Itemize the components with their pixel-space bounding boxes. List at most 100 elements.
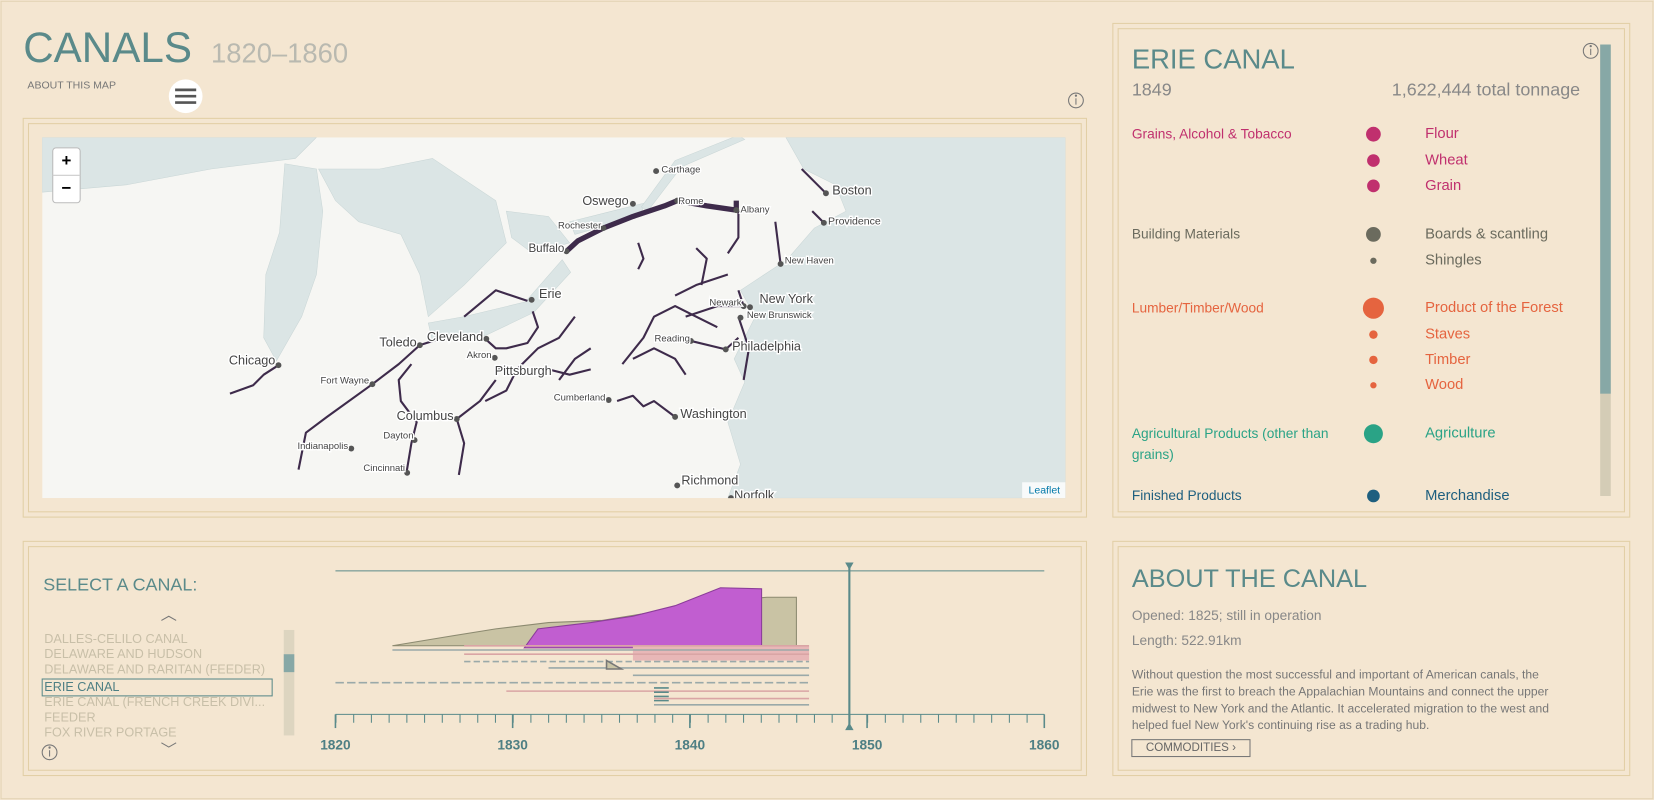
city-dot (528, 296, 535, 303)
info-icon[interactable] (1068, 92, 1084, 109)
canal-option[interactable]: FEEDER (44, 710, 95, 724)
canal-area (632, 645, 810, 661)
city-layer: Carthage Oswego Rome Albany Boston Providence… (228, 163, 882, 502)
select-label: SELECT A CANAL: (43, 574, 197, 594)
city-dot (728, 495, 734, 499)
commodity-item: Product of the Forest (1425, 300, 1563, 316)
canal-option[interactable]: DALLES-CELILO CANAL (44, 632, 187, 646)
x-tick-label: 1820 (320, 738, 351, 753)
city-label: Norfolk (734, 488, 775, 502)
commodity-dot (1363, 424, 1383, 444)
commodity-item: Timber (1425, 352, 1470, 368)
commodity-dot (1367, 154, 1380, 167)
commodity-group: Grains, Alcohol & Tobacco (1131, 125, 1292, 142)
x-tick-label: 1850 (852, 738, 883, 753)
length: Length: 522.91km (1132, 633, 1242, 648)
city-dot (494, 366, 501, 373)
canal-option[interactable]: FOX RIVER PORTAGE (44, 726, 176, 740)
city-label: Philadelphia (732, 340, 802, 354)
canal-option[interactable]: ERIE CANAL (FRENCH CREEK DIVI... (44, 695, 265, 709)
city-label: Chicago (229, 353, 275, 367)
city-label: Akron (467, 350, 492, 361)
commodity-item: Grain (1425, 178, 1461, 194)
scroll-up[interactable] (161, 615, 177, 621)
city-dot (491, 354, 498, 361)
canal-rows (335, 644, 810, 706)
city-label: Columbus (397, 409, 454, 423)
city-dot (416, 342, 423, 349)
description-line: midwest to New York and the Atlantic. It… (1132, 701, 1549, 715)
city-label: Newark (709, 297, 741, 308)
commodity-item: Staves (1425, 327, 1470, 343)
city-dot (672, 413, 679, 420)
city-label: Dayton (383, 430, 413, 441)
info-icon[interactable] (1582, 42, 1599, 59)
zoom-in[interactable]: + (62, 151, 72, 170)
city-label: Richmond (681, 474, 738, 488)
commodities-button[interactable]: COMMODITIES › (1146, 741, 1236, 754)
commodity-dot (1367, 489, 1380, 503)
panels (22, 22, 1631, 777)
canal-option[interactable]: DELAWARE AND RARITAN (FEEDER) (44, 662, 265, 676)
commodities-button-frame[interactable] (1131, 739, 1251, 758)
commodity-group: Building Materials (1131, 225, 1241, 242)
commodity-dot (1369, 330, 1378, 339)
map-attribution[interactable]: Leaflet (1028, 484, 1060, 496)
city-dot (369, 381, 376, 388)
city-label: New Brunswick (747, 310, 812, 321)
scroll-thumb[interactable] (1600, 44, 1611, 394)
city-dot (820, 219, 827, 226)
commodity-dot (1370, 382, 1377, 389)
map[interactable]: Carthage Oswego Rome Albany Boston Providence… (42, 135, 1066, 502)
city-label: New Haven (785, 255, 834, 266)
commodity-item: Shingles (1425, 253, 1482, 269)
menu-button[interactable] (168, 79, 203, 114)
city-label: Rome (678, 196, 703, 207)
commodity-item: Merchandise (1425, 488, 1509, 504)
about-map-link[interactable]: ABOUT THIS MAP (27, 79, 116, 91)
year: 1849 (1132, 80, 1172, 100)
city-dot (629, 200, 636, 207)
city-label: Providence (828, 216, 881, 228)
commodity-item: Wheat (1425, 152, 1468, 168)
city-dot (404, 469, 411, 476)
opened: Opened: 1825; still in operation (1132, 608, 1322, 623)
city-dot (453, 416, 460, 422)
canal-scroll-thumb[interactable] (283, 654, 295, 673)
commodity-dot (1367, 179, 1380, 193)
city-label: Buffalo (528, 242, 564, 255)
city-dot (411, 437, 418, 444)
commodity-item: Flour (1425, 126, 1459, 142)
city-label: Carthage (661, 165, 700, 176)
canal-scrollbar[interactable] (283, 629, 295, 736)
commodity-dot (1366, 126, 1381, 142)
timeline[interactable]: 1820 1830 1840 1850 1860 (320, 562, 1060, 753)
commodity-dot (1369, 355, 1378, 365)
commodity-group: Lumber/Timber/Wood (1131, 299, 1264, 316)
canal-option[interactable]: ERIE CANAL (44, 680, 119, 694)
city-label: Erie (539, 287, 561, 301)
total-tonnage: 1,622,444 total tonnage (1392, 80, 1580, 100)
city-dot (737, 314, 744, 321)
info-icon[interactable] (41, 744, 58, 761)
city-label: Pittsburgh (495, 364, 552, 378)
zoom-control: + − (52, 147, 81, 204)
group-label-box: Finished Products (1131, 487, 1242, 504)
canal-option[interactable]: DELAWARE AND HUDSON (44, 647, 202, 661)
group-label-box: Building Materials (1131, 225, 1241, 242)
commodity-list: Grains, Alcohol & Tobacco Flour Wheat Grain… (1131, 125, 1563, 504)
city-dot (747, 304, 753, 311)
x-tick-label: 1830 (497, 738, 528, 753)
city-dot (605, 397, 612, 403)
city-label: Reading (655, 333, 690, 344)
commodity-dot (1366, 227, 1381, 242)
city-label: Cleveland (427, 330, 483, 344)
city-label: Boston (832, 183, 871, 197)
scroll-down[interactable] (161, 742, 177, 748)
commodity-group: Finished Products (1131, 487, 1242, 504)
city-dot (600, 225, 607, 232)
zoom-out[interactable]: − (62, 178, 72, 197)
city-dot (563, 248, 570, 255)
